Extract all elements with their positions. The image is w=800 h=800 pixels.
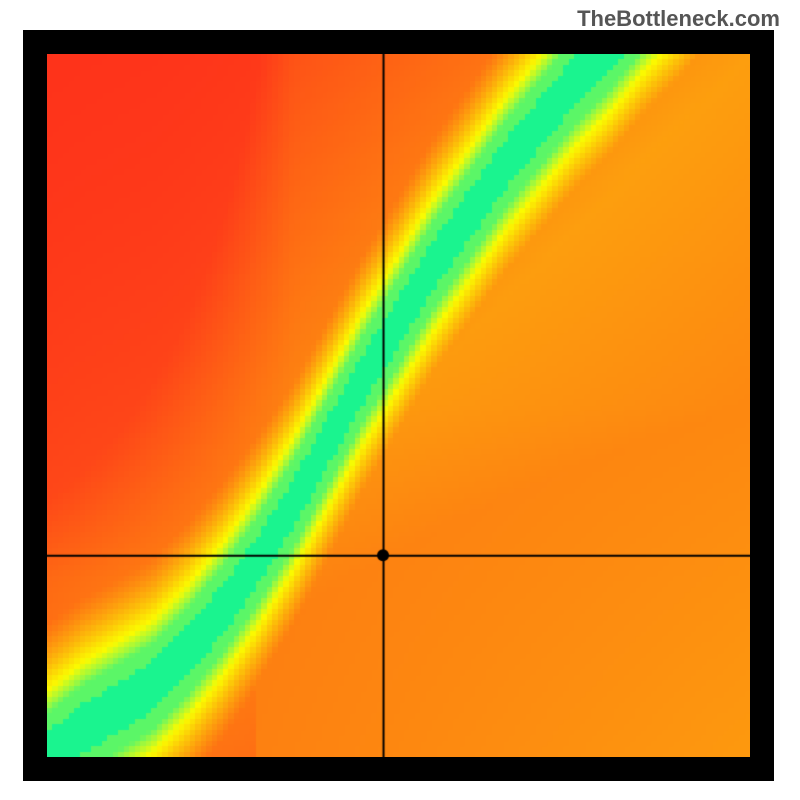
bottleneck-heatmap: [47, 54, 750, 757]
chart-frame: [23, 30, 774, 781]
watermark-text: TheBottleneck.com: [577, 6, 780, 32]
